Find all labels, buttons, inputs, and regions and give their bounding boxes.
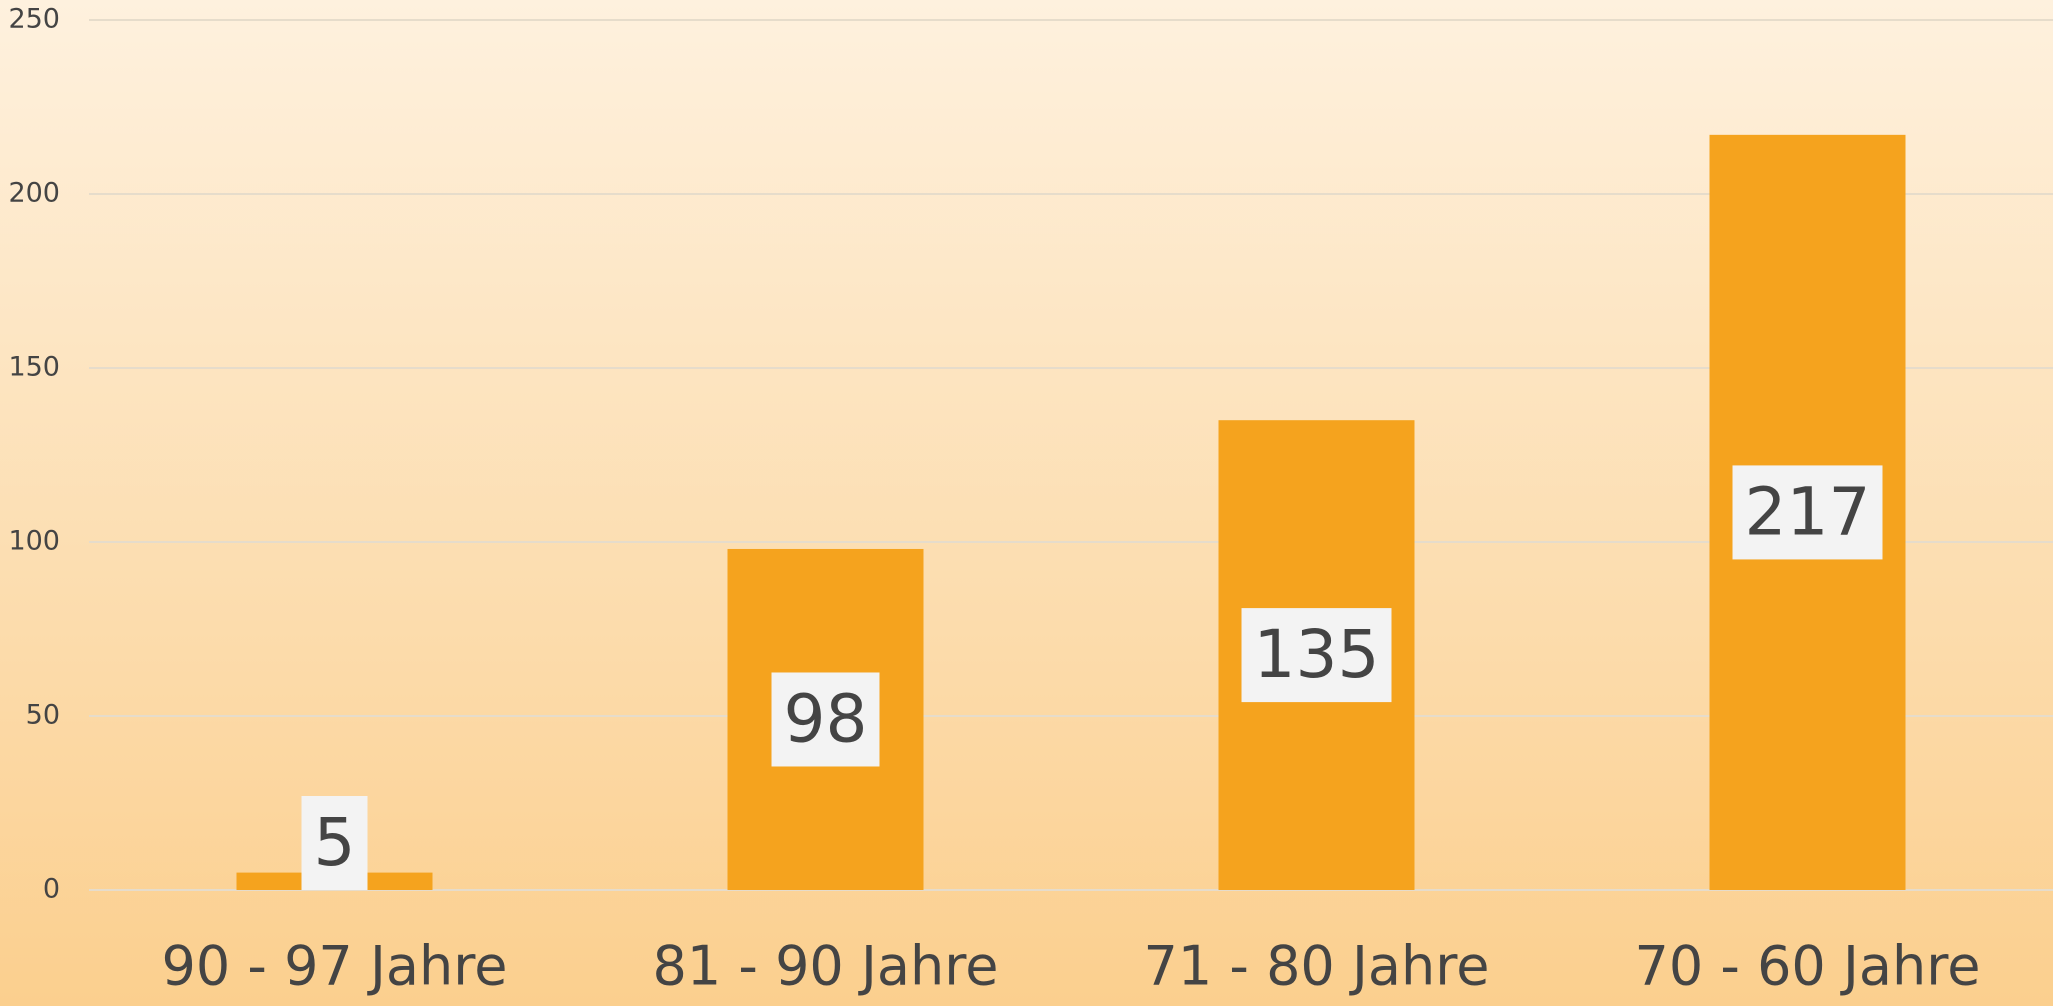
y-tick-label: 150 [8,352,60,383]
data-label-background [301,796,368,890]
x-tick-label: 71 - 80 Jahre [1144,935,1490,998]
data-label-background [1241,608,1392,703]
y-tick-label: 100 [8,526,60,557]
data-label: 98 [784,681,868,758]
x-tick-label: 81 - 90 Jahre [653,935,999,998]
data-label-background [1732,465,1883,560]
y-tick-label: 0 [43,874,60,905]
data-label: 5 [314,804,356,881]
x-tick-label: 90 - 97 Jahre [162,935,508,998]
y-tick-label: 250 [8,4,60,35]
data-label: 217 [1745,473,1871,550]
x-tick-label: 70 - 60 Jahre [1635,935,1981,998]
y-tick-label: 200 [8,178,60,209]
data-label: 135 [1254,616,1380,693]
y-tick-label: 50 [26,700,60,731]
data-label-background [771,672,880,767]
